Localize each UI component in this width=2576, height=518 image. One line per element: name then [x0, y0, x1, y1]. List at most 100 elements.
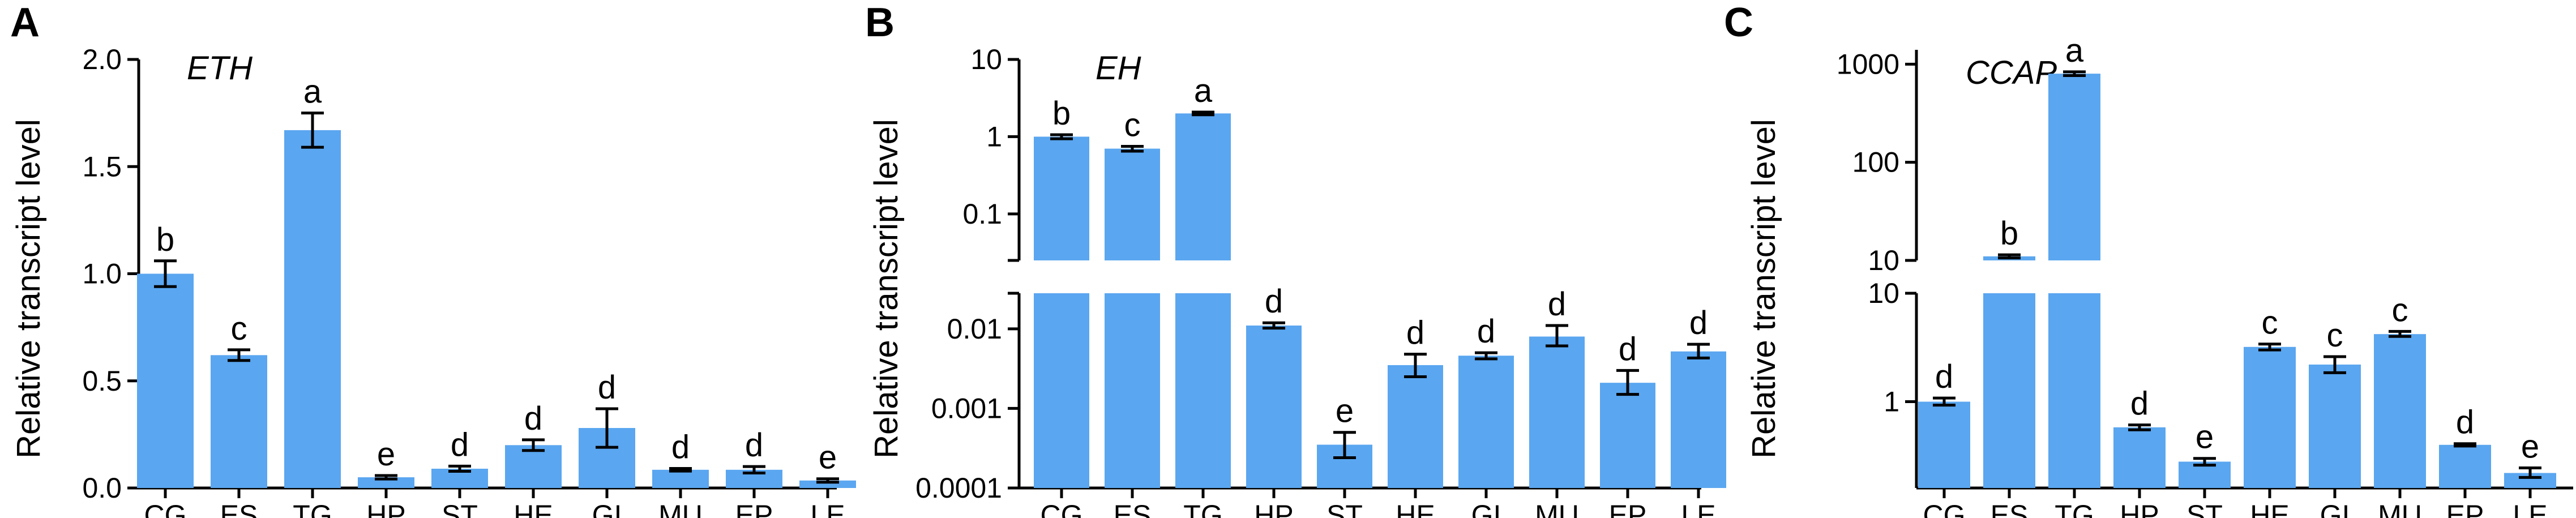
- significance-letter-c-he: c: [2262, 305, 2278, 341]
- significance-letter-a-es: c: [231, 310, 247, 347]
- error-bar-c-hp: [2128, 423, 2151, 431]
- x-tick-label-b-es: ES: [1114, 499, 1152, 518]
- y-tick-label-a: 1.0: [82, 258, 122, 290]
- y-axis-label-c: Relative transcript level: [1745, 119, 1782, 459]
- x-tick-label-a-gi: GI: [592, 499, 622, 518]
- error-bar-b-cg: [1050, 133, 1073, 140]
- y-tick-label-c: 10: [1868, 277, 1899, 309]
- error-bar-a-le: [816, 477, 839, 484]
- bar-c-gi: [2309, 364, 2361, 488]
- error-bar-c-es: [1998, 253, 2021, 260]
- x-tick-label-c-cg: CG: [1923, 499, 1966, 518]
- bar-b-mu: [1529, 336, 1585, 488]
- y-tick-label-a: 2.0: [82, 44, 122, 75]
- significance-letter-b-cg: b: [1052, 95, 1071, 132]
- panel-a: A ETH Relative transcript level 0.0 0.5 1.…: [10, 0, 856, 518]
- bar-b-tg-lower: [1175, 293, 1231, 488]
- x-tick-label-c-es: ES: [1991, 499, 2029, 518]
- x-tick-label-c-hp: HP: [2120, 499, 2159, 518]
- significance-letter-b-mu: d: [1548, 286, 1566, 323]
- bar-b-he: [1388, 365, 1443, 488]
- x-tick-label-c-mu: MU: [2378, 499, 2422, 518]
- significance-letter-a-ep: d: [745, 427, 763, 464]
- significance-letter-b-st: e: [1336, 393, 1354, 430]
- y-axis-label-b: Relative transcript level: [868, 119, 905, 459]
- bar-a-es: [211, 355, 267, 488]
- error-bar-c-mu: [2389, 329, 2411, 338]
- x-tick-label-a-he: HE: [514, 499, 553, 518]
- significance-letter-b-gi: d: [1477, 313, 1495, 350]
- bar-c-he: [2244, 346, 2296, 488]
- y-axis-label-a: Relative transcript level: [10, 119, 47, 459]
- bar-b-cg-lower: [1034, 293, 1089, 488]
- x-tick-label-b-le: LE: [1681, 499, 1715, 518]
- significance-letter-a-le: e: [819, 439, 837, 476]
- error-bar-a-st: [448, 464, 471, 473]
- significance-letter-a-mu: d: [671, 429, 690, 466]
- plot-area-b: 0.1 1 10 0.0001 0.001 0.01 CG b ES c TG a HP d ST e HE d G…: [915, 44, 1726, 518]
- gene-label-eh: EH: [1096, 50, 1141, 87]
- y-tick-label-c: 1000: [1837, 48, 1899, 80]
- x-tick-label-c-ep: EP: [2446, 499, 2484, 518]
- error-bar-a-cg: [154, 259, 177, 288]
- bar-b-es: [1105, 148, 1160, 260]
- panel-c: C CCAP Relative transcript level 1010010…: [1724, 0, 2573, 518]
- bar-b-tg: [1175, 113, 1231, 261]
- bar-b-gi: [1458, 356, 1514, 488]
- x-tick-label-b-tg: TG: [1183, 499, 1222, 518]
- y-tick-label-b: 0.001: [931, 392, 1002, 424]
- significance-letter-c-tg: a: [2065, 32, 2084, 69]
- significance-letter-c-ep: d: [2456, 404, 2474, 441]
- bar-b-ep: [1600, 383, 1655, 488]
- significance-letter-b-he: d: [1406, 315, 1424, 352]
- x-tick-label-c-tg: TG: [2055, 499, 2094, 518]
- panel-letter-c: C: [1724, 0, 1753, 45]
- significance-letter-c-mu: c: [2392, 292, 2408, 328]
- significance-letter-a-hp: e: [377, 436, 395, 473]
- significance-letter-b-le: d: [1689, 305, 1708, 341]
- gene-label-eth: ETH: [187, 50, 253, 87]
- error-bar-b-es: [1121, 144, 1144, 153]
- x-tick-label-a-ep: EP: [735, 499, 773, 518]
- x-tick-label-a-le: LE: [810, 499, 845, 518]
- x-tick-label-a-cg: CG: [144, 499, 187, 518]
- error-bar-c-le: [2519, 466, 2541, 479]
- plot-area-c: 10 100 1000 1 10 CG d ES b TG a HP d ST e HE c GI c MU c EP d L…: [1837, 32, 2573, 518]
- error-bar-c-he: [2258, 343, 2281, 352]
- error-bar-b-hp: [1263, 321, 1285, 330]
- y-tick-label-b: 0.01: [947, 313, 1002, 345]
- significance-letter-c-es: b: [2000, 215, 2018, 252]
- x-tick-label-a-es: ES: [220, 499, 258, 518]
- bar-a-hp: [358, 477, 414, 488]
- error-bar-c-st: [2193, 457, 2216, 467]
- bar-c-tg-lower: [2048, 293, 2100, 488]
- x-tick-label-c-le: LE: [2513, 499, 2547, 518]
- x-tick-label-b-gi: GI: [1471, 499, 1501, 518]
- significance-letter-a-st: d: [451, 426, 469, 463]
- significance-letter-b-hp: d: [1265, 283, 1283, 320]
- significance-letter-b-ep: d: [1619, 331, 1637, 367]
- x-tick-label-a-st: ST: [442, 499, 478, 518]
- y-tick-label-a: 1.5: [82, 151, 122, 182]
- error-bar-b-he: [1404, 353, 1427, 378]
- error-bar-a-hp: [375, 474, 397, 481]
- x-tick-label-c-he: HE: [2250, 499, 2289, 518]
- x-tick-label-b-cg: CG: [1041, 499, 1083, 518]
- significance-letter-c-gi: c: [2327, 317, 2343, 354]
- plot-area-a: 0.0 0.5 1.0 1.5 2.0 CG b ES c TG a HP e ST d HE d GI d MU d E…: [82, 44, 856, 518]
- error-bar-a-tg: [301, 112, 324, 149]
- error-bar-b-tg: [1192, 110, 1214, 117]
- x-tick-label-a-hp: HP: [366, 499, 405, 518]
- bar-b-hp: [1246, 326, 1302, 488]
- error-bar-c-gi: [2323, 355, 2346, 374]
- y-tick-label-c: 1: [1884, 386, 1899, 418]
- significance-letter-b-tg: a: [1194, 72, 1213, 109]
- y-tick-label-c: 100: [1852, 147, 1899, 178]
- error-bar-c-tg: [2063, 70, 2086, 77]
- y-tick-label-c: 10: [1868, 245, 1899, 276]
- bar-c-es-lower: [1983, 293, 2035, 488]
- panel-b: B EH Relative transcript level 0.1 1 10 0.0…: [865, 0, 1726, 518]
- error-bar-a-mu: [669, 467, 692, 473]
- bar-c-ep: [2439, 444, 2491, 488]
